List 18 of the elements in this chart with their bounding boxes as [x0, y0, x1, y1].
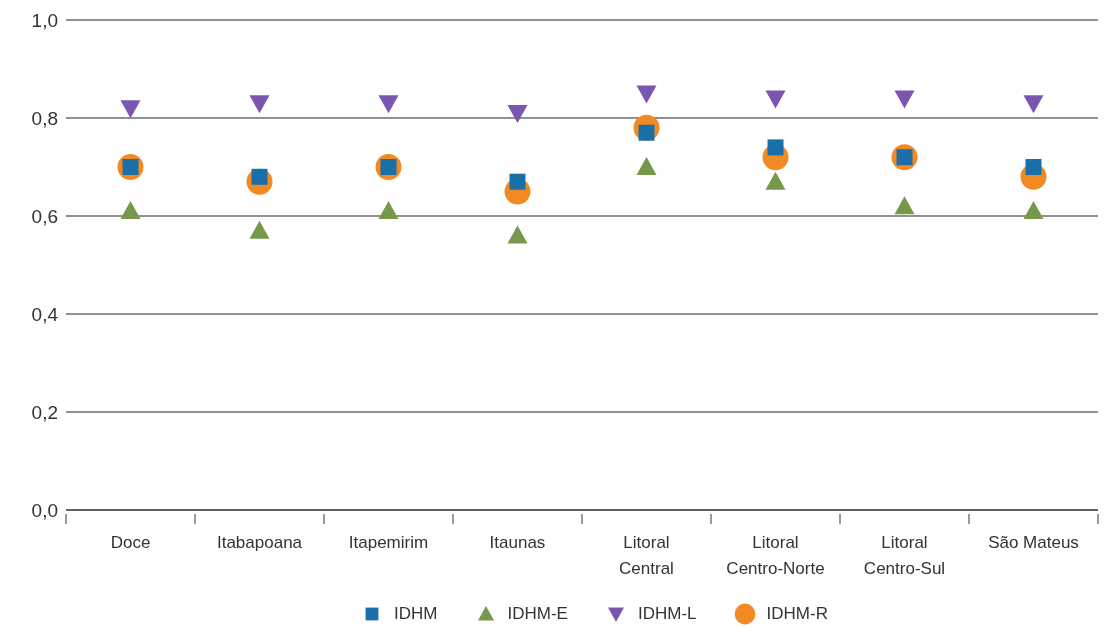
x-tick-label: Doce: [110, 533, 151, 552]
y-tick-label: 0,2: [31, 401, 58, 423]
y-tick-label: 0,4: [31, 303, 59, 325]
x-tick-label: Litoral Centro-Norte: [726, 533, 825, 578]
y-tick-label: 0,8: [31, 107, 58, 129]
legend-label: IDHM-E: [507, 604, 568, 624]
y-tick-label: 0,0: [31, 499, 58, 521]
x-tick-label: Itabapoana: [216, 533, 303, 552]
y-tick-label: 1,0: [31, 9, 58, 31]
x-tick-label: Litoral Centro-Sul: [863, 533, 946, 578]
legend-label: IDHM: [394, 604, 438, 624]
legend-label: IDHM-R: [766, 604, 828, 624]
y-tick-label: 0,6: [31, 205, 58, 227]
x-tick-label: Litoral Central: [619, 533, 674, 578]
x-tick-label: São Mateus: [988, 533, 1079, 552]
legend-label: IDHM-L: [637, 604, 697, 624]
x-tick-label: Itapemirim: [348, 533, 429, 552]
x-tick-label: Itaunas: [489, 533, 546, 552]
